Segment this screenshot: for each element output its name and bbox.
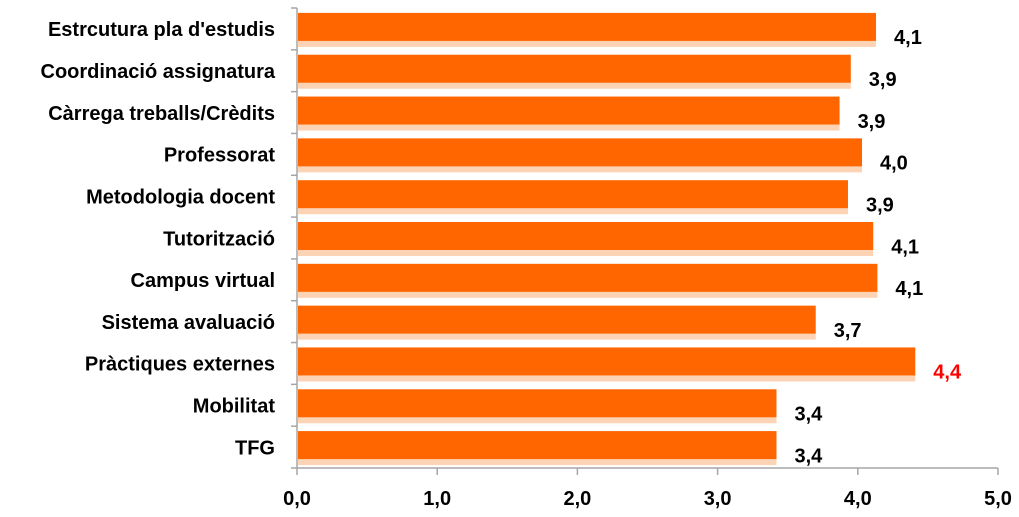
value-label: 3,9 <box>869 69 897 91</box>
bar-shadow <box>298 457 777 466</box>
bar-shadow <box>298 38 877 47</box>
bar <box>298 305 816 334</box>
value-label: 4,1 <box>891 236 919 258</box>
value-labels: 4,1 3,9 3,9 4,0 3,9 4,1 4,1 3,7 4,4 3,4 3,4 <box>794 27 961 467</box>
category-label: Professorat <box>164 145 275 167</box>
bar-shadow <box>298 331 816 340</box>
bar <box>298 180 848 209</box>
bar <box>298 138 863 167</box>
category-label: TFG <box>235 437 275 459</box>
bar <box>298 96 840 125</box>
category-label: Mobilitat <box>193 396 276 418</box>
bar-shadow <box>298 248 874 256</box>
bar-shadow <box>298 289 878 298</box>
value-label: 4,0 <box>880 153 908 175</box>
category-label: Coordinació assignatura <box>41 61 276 83</box>
value-label: 4,4 <box>933 362 962 384</box>
bar-shadow <box>298 122 840 131</box>
category-label: Metodologia docent <box>86 186 275 208</box>
axes <box>291 7 998 469</box>
value-label: 4,1 <box>894 27 922 49</box>
bar-shadow <box>298 206 848 215</box>
bars-group <box>298 12 916 466</box>
bar-shadow <box>298 415 777 424</box>
bar <box>298 222 874 250</box>
bar <box>298 54 851 83</box>
x-tick-label: 4,0 <box>844 488 872 510</box>
x-axis-ticks: 0,0 1,0 2,0 3,0 4,0 5,0 <box>283 468 1012 510</box>
bar-shadow <box>298 164 863 173</box>
category-label: Càrrega treballs/Crèdits <box>48 103 275 125</box>
bar <box>298 347 916 376</box>
x-tick-label: 0,0 <box>283 488 311 510</box>
category-label: Pràctiques externes <box>85 354 275 376</box>
bar-shadow <box>298 80 851 89</box>
category-label: Campus virtual <box>131 270 275 292</box>
bar <box>298 12 877 41</box>
category-label: Sistema avaluació <box>102 312 275 334</box>
x-tick-label: 3,0 <box>704 488 732 510</box>
x-tick-label: 5,0 <box>984 488 1012 510</box>
category-labels: Estrcutura pla d'estudis Coordinació assi… <box>41 19 276 459</box>
value-label: 3,9 <box>858 111 886 133</box>
category-label: Tutorització <box>163 228 275 250</box>
bar <box>298 263 878 292</box>
value-label: 3,7 <box>834 320 862 342</box>
value-label: 3,4 <box>794 404 823 426</box>
value-label: 3,9 <box>866 194 894 216</box>
x-tick-label: 1,0 <box>423 488 451 510</box>
bar-shadow <box>298 373 916 382</box>
x-tick-label: 2,0 <box>563 488 591 510</box>
value-label: 4,1 <box>895 278 923 300</box>
value-label: 3,4 <box>794 445 823 467</box>
bar <box>298 389 777 418</box>
category-label: Estrcutura pla d'estudis <box>48 19 275 41</box>
bar <box>298 431 777 460</box>
